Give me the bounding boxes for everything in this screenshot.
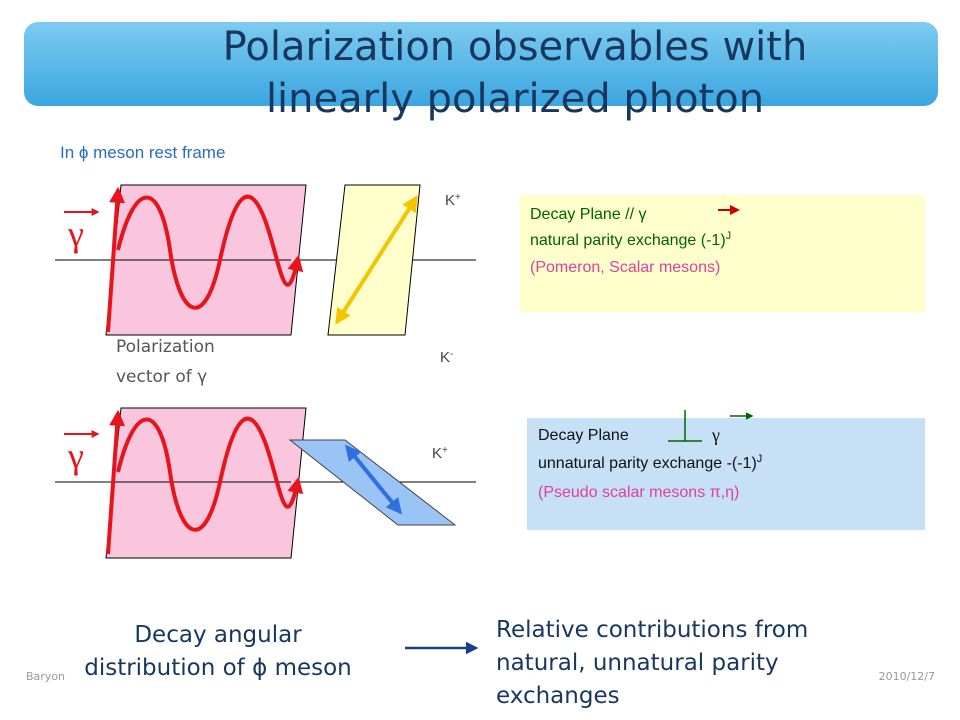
footer-right: 2010/12/7 xyxy=(879,670,935,683)
title-line: linearly polarized photon xyxy=(266,76,764,122)
bottom-right: exchanges xyxy=(496,683,620,709)
box-line: natural parity exchange (-1)J xyxy=(530,230,731,249)
pol-label: vector of γ xyxy=(116,367,207,387)
natural-box xyxy=(520,195,925,312)
footer-left: Baryon xyxy=(26,670,65,683)
wave xyxy=(116,416,304,532)
kaon-label: K- xyxy=(440,349,453,366)
title-band xyxy=(24,22,938,106)
frame-label: In ϕ meson rest frame xyxy=(60,143,225,162)
pol-label: Polarization xyxy=(116,337,215,357)
kaon-label: K+ xyxy=(445,192,461,209)
title-line: Polarization observables with xyxy=(223,24,808,70)
kaon-axis xyxy=(335,195,418,325)
box-line: Decay Plane // γ xyxy=(530,206,647,223)
gamma: γ xyxy=(67,436,84,476)
box-line: Decay Plane xyxy=(538,427,629,444)
unnatural-box xyxy=(527,418,925,530)
wave xyxy=(116,194,304,310)
box-line: (Pomeron, Scalar mesons) xyxy=(530,259,720,276)
bottom-left: distribution of ϕ meson xyxy=(84,655,352,681)
gamma: γ xyxy=(67,214,84,254)
bottom-right: Relative contributions from xyxy=(496,617,808,643)
pol-arrow xyxy=(106,186,126,333)
box-line: (Pseudo scalar mesons π,η) xyxy=(538,484,739,501)
box-line: γ xyxy=(711,425,720,445)
bottom-right: natural, unnatural parity xyxy=(496,650,779,676)
kaon-axis xyxy=(344,444,403,515)
bottom-left: Decay angular xyxy=(134,622,302,648)
box-line: unnatural parity exchange -(-1)J xyxy=(538,453,762,472)
pol-arrow xyxy=(106,409,126,555)
kaon-label: K+ xyxy=(432,445,448,462)
